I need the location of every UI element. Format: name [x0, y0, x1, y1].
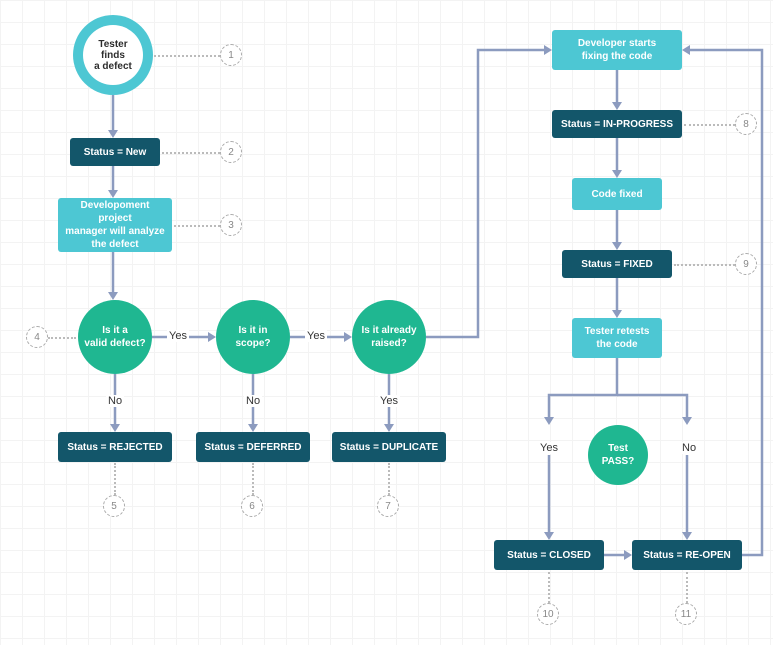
node-n2: Status = New — [70, 138, 160, 166]
step-number-5: 5 — [103, 495, 125, 517]
edge-label-no2: No — [244, 395, 262, 407]
node-s5: Status = REJECTED — [58, 432, 172, 462]
step-number-4: 4 — [26, 326, 48, 348]
node-d10: TestPASS? — [588, 425, 648, 485]
edge-label-no1: No — [106, 395, 124, 407]
node-n3: Developoment projectmanager will analyze… — [58, 198, 172, 252]
node-d4: Is it avalid defect? — [78, 300, 152, 374]
step-number-1: 1 — [220, 44, 242, 66]
step-number-9: 9 — [735, 253, 757, 275]
node-p8b: Code fixed — [572, 178, 662, 210]
edge-label-yes1: Yes — [167, 330, 189, 342]
node-s7: Status = DUPLICATE — [332, 432, 446, 462]
step-number-10: 10 — [537, 603, 559, 625]
step-number-7: 7 — [377, 495, 399, 517]
node-p9b: Tester reteststhe code — [572, 318, 662, 358]
node-s6: Status = DEFERRED — [196, 432, 310, 462]
step-number-11: 11 — [675, 603, 697, 625]
node-s10: Status = CLOSED — [494, 540, 604, 570]
node-s8: Status = IN-PROGRESS — [552, 110, 682, 138]
edge-label-yes4: Yes — [538, 442, 560, 454]
node-d4b: Is it inscope? — [216, 300, 290, 374]
node-s9: Status = FIXED — [562, 250, 672, 278]
node-s11: Status = RE-OPEN — [632, 540, 742, 570]
step-number-6: 6 — [241, 495, 263, 517]
step-number-2: 2 — [220, 141, 242, 163]
node-d4c: Is it alreadyraised? — [352, 300, 426, 374]
step-number-3: 3 — [220, 214, 242, 236]
edge-label-yes2: Yes — [305, 330, 327, 342]
edge-label-yes3: Yes — [378, 395, 400, 407]
edge-label-no4: No — [680, 442, 698, 454]
start-node: Testerfindsa defect — [73, 15, 153, 95]
step-number-8: 8 — [735, 113, 757, 135]
node-p8a: Developer startsfixing the code — [552, 30, 682, 70]
start-node-label: Testerfindsa defect — [83, 25, 143, 85]
